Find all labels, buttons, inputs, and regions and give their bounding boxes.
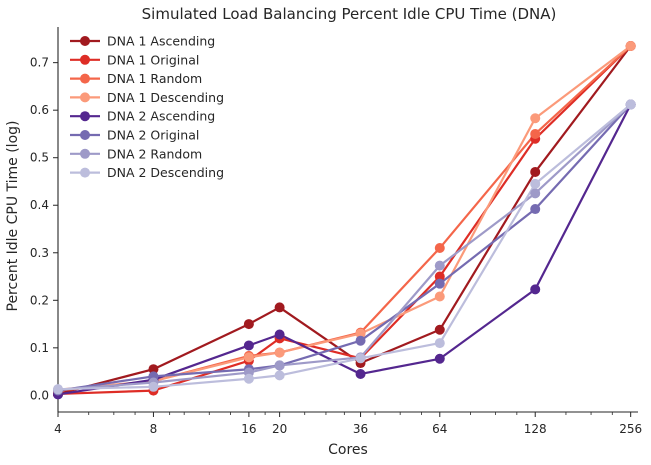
data-point	[434, 243, 445, 254]
y-tick-label: 0.7	[30, 56, 49, 70]
legend-label: DNA 2 Original	[107, 128, 199, 143]
data-point	[530, 178, 541, 189]
data-point	[530, 204, 541, 215]
data-point	[274, 302, 285, 313]
data-point	[274, 370, 285, 381]
legend: DNA 1 Ascending DNA 1 Original DNA 1 Rando…	[70, 34, 224, 180]
y-tick-label: 0.3	[30, 246, 49, 260]
data-point	[355, 368, 366, 379]
data-point	[148, 364, 159, 375]
data-point	[530, 128, 541, 139]
series-line-5	[57, 103, 632, 396]
series-markers	[53, 41, 636, 400]
data-point	[530, 284, 541, 295]
data-point	[434, 278, 445, 289]
data-point	[274, 347, 285, 358]
data-point	[530, 166, 541, 177]
axes: 0.0 0.1 0.2 0.3 0.4 0.5 0.6 0.7 4 8 16 20 36 64 128 256	[30, 27, 642, 436]
y-tick-label: 0.4	[30, 198, 49, 212]
data-point	[243, 319, 254, 330]
y-tick-label: 0.5	[30, 151, 49, 165]
legend-swatch-marker	[80, 148, 90, 159]
x-axis-title: Cores	[328, 442, 368, 458]
data-point	[355, 328, 366, 339]
legend-label: DNA 1 Random	[107, 71, 202, 86]
data-point	[434, 271, 445, 282]
legend-swatch-marker	[80, 54, 90, 65]
series-lines	[57, 45, 632, 396]
x-tick-label: 64	[432, 422, 447, 436]
legend-item: DNA 1 Ascending	[70, 34, 215, 49]
y-tick-label: 0.2	[30, 293, 49, 307]
legend-label: DNA 2 Descending	[107, 165, 224, 180]
data-point	[243, 340, 254, 351]
data-point	[625, 41, 636, 52]
y-tick-label: 0.6	[30, 103, 49, 117]
data-point	[625, 99, 636, 110]
series-line-6	[57, 103, 632, 392]
y-tick-label: 0.1	[30, 341, 49, 355]
legend-item: DNA 2 Random	[70, 146, 202, 161]
series-line-8	[57, 103, 632, 391]
legend-swatch-marker	[80, 92, 90, 103]
legend-item: DNA 1 Random	[70, 71, 202, 86]
legend-label: DNA 2 Random	[107, 146, 202, 161]
legend-swatch-marker	[80, 111, 90, 122]
legend-label: DNA 2 Ascending	[107, 109, 215, 124]
data-point	[434, 353, 445, 364]
data-point	[434, 260, 445, 271]
x-tick-label: 128	[524, 422, 547, 436]
legend-item: DNA 1 Original	[70, 52, 199, 67]
y-tick-label: 0.0	[30, 388, 49, 402]
series-line-7	[57, 103, 632, 391]
data-point	[53, 384, 63, 395]
legend-swatch-marker	[80, 73, 90, 84]
legend-item: DNA 2 Original	[70, 128, 199, 143]
legend-swatch-marker	[80, 167, 90, 178]
data-point	[243, 352, 254, 363]
legend-label: DNA 1 Descending	[107, 90, 224, 105]
legend-swatch-marker	[80, 130, 90, 140]
x-tick-label: 256	[619, 422, 642, 436]
legend-swatch-marker	[80, 36, 90, 46]
data-point	[355, 353, 366, 364]
data-point	[243, 373, 254, 384]
legend-label: DNA 1 Ascending	[107, 34, 215, 49]
data-point	[530, 113, 541, 124]
x-tick-label: 20	[272, 422, 287, 436]
x-tick-label: 8	[150, 422, 158, 436]
chart-title: Simulated Load Balancing Percent Idle CP…	[142, 5, 557, 23]
data-point	[434, 291, 445, 302]
legend-item: DNA 2 Ascending	[70, 109, 215, 124]
legend-item: DNA 2 Descending	[70, 165, 224, 180]
x-tick-label: 36	[353, 422, 368, 436]
legend-item: DNA 1 Descending	[70, 90, 224, 105]
data-point	[530, 188, 541, 199]
x-tick-label: 16	[241, 422, 256, 436]
data-point	[355, 335, 366, 346]
data-point	[274, 360, 285, 371]
series-line-4	[57, 45, 632, 391]
y-axis-title: Percent Idle CPU Time (log)	[5, 121, 21, 312]
data-point	[274, 329, 285, 340]
x-tick-label: 4	[54, 422, 62, 436]
legend-label: DNA 1 Original	[107, 52, 199, 67]
series-line-1	[57, 45, 632, 396]
data-point	[148, 381, 159, 392]
data-point	[434, 324, 445, 335]
data-point	[434, 338, 445, 349]
